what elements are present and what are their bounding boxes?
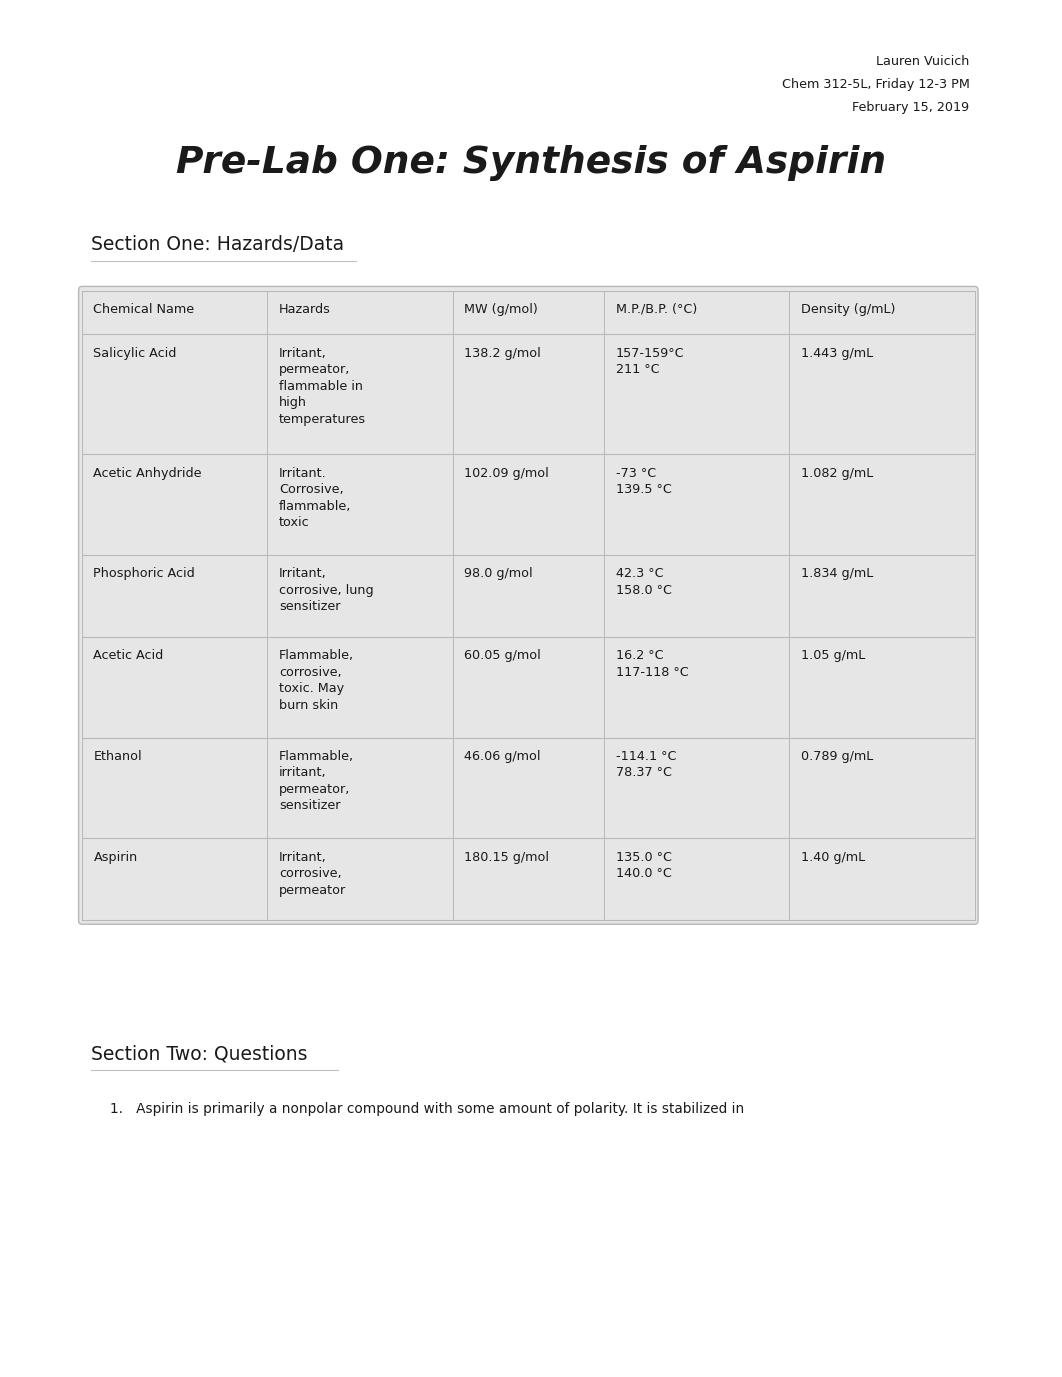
Text: Section Two: Questions: Section Two: Questions — [91, 1044, 308, 1063]
Text: Flammable,
corrosive,
toxic. May
burn skin: Flammable, corrosive, toxic. May burn sk… — [279, 649, 354, 712]
Text: 1.05 g/mL: 1.05 g/mL — [801, 649, 866, 662]
Text: Irritant,
corrosive,
permeator: Irritant, corrosive, permeator — [279, 851, 346, 896]
Text: 1.   Aspirin is primarily a nonpolar compound with some amount of polarity. It i: 1. Aspirin is primarily a nonpolar compo… — [110, 1102, 744, 1115]
Text: Irritant,
corrosive, lung
sensitizer: Irritant, corrosive, lung sensitizer — [279, 567, 374, 613]
Text: Lauren Vuicich: Lauren Vuicich — [876, 55, 970, 67]
Text: 135.0 °C
140.0 °C: 135.0 °C 140.0 °C — [616, 851, 671, 880]
FancyBboxPatch shape — [79, 286, 978, 924]
Text: M.P./B.P. (°C): M.P./B.P. (°C) — [616, 303, 697, 315]
Text: MW (g/mol): MW (g/mol) — [464, 303, 538, 315]
Text: February 15, 2019: February 15, 2019 — [853, 101, 970, 113]
Text: 180.15 g/mol: 180.15 g/mol — [464, 851, 549, 863]
Text: Density (g/mL): Density (g/mL) — [801, 303, 895, 315]
Text: 42.3 °C
158.0 °C: 42.3 °C 158.0 °C — [616, 567, 671, 596]
Text: 46.06 g/mol: 46.06 g/mol — [464, 750, 541, 763]
Text: 157-159°C
211 °C: 157-159°C 211 °C — [616, 347, 684, 376]
Text: 0.789 g/mL: 0.789 g/mL — [801, 750, 873, 763]
Text: -73 °C
139.5 °C: -73 °C 139.5 °C — [616, 467, 671, 496]
Text: Hazards: Hazards — [279, 303, 330, 315]
Text: Salicylic Acid: Salicylic Acid — [93, 347, 177, 359]
Text: Acetic Acid: Acetic Acid — [93, 649, 164, 662]
Text: Pre-Lab One: Synthesis of Aspirin: Pre-Lab One: Synthesis of Aspirin — [176, 145, 886, 180]
Text: 98.0 g/mol: 98.0 g/mol — [464, 567, 533, 580]
Text: Ethanol: Ethanol — [93, 750, 142, 763]
Text: Irritant.
Corrosive,
flammable,
toxic: Irritant. Corrosive, flammable, toxic — [279, 467, 352, 529]
Text: Acetic Anhydride: Acetic Anhydride — [93, 467, 202, 479]
Text: 1.443 g/mL: 1.443 g/mL — [801, 347, 873, 359]
Text: Flammable,
irritant,
permeator,
sensitizer: Flammable, irritant, permeator, sensitiz… — [279, 750, 354, 812]
Text: Chem 312-5L, Friday 12-3 PM: Chem 312-5L, Friday 12-3 PM — [782, 77, 970, 91]
Text: Section One: Hazards/Data: Section One: Hazards/Data — [91, 235, 344, 255]
Text: 102.09 g/mol: 102.09 g/mol — [464, 467, 549, 479]
Text: -114.1 °C
78.37 °C: -114.1 °C 78.37 °C — [616, 750, 676, 779]
Text: Phosphoric Acid: Phosphoric Acid — [93, 567, 195, 580]
Text: 1.40 g/mL: 1.40 g/mL — [801, 851, 866, 863]
Text: 138.2 g/mol: 138.2 g/mol — [464, 347, 542, 359]
Text: 1.834 g/mL: 1.834 g/mL — [801, 567, 873, 580]
Text: Irritant,
permeator,
flammable in
high
temperatures: Irritant, permeator, flammable in high t… — [279, 347, 366, 425]
Text: 16.2 °C
117-118 °C: 16.2 °C 117-118 °C — [616, 649, 688, 679]
Text: Aspirin: Aspirin — [93, 851, 138, 863]
Text: Chemical Name: Chemical Name — [93, 303, 194, 315]
Text: 1.082 g/mL: 1.082 g/mL — [801, 467, 873, 479]
Text: 60.05 g/mol: 60.05 g/mol — [464, 649, 542, 662]
